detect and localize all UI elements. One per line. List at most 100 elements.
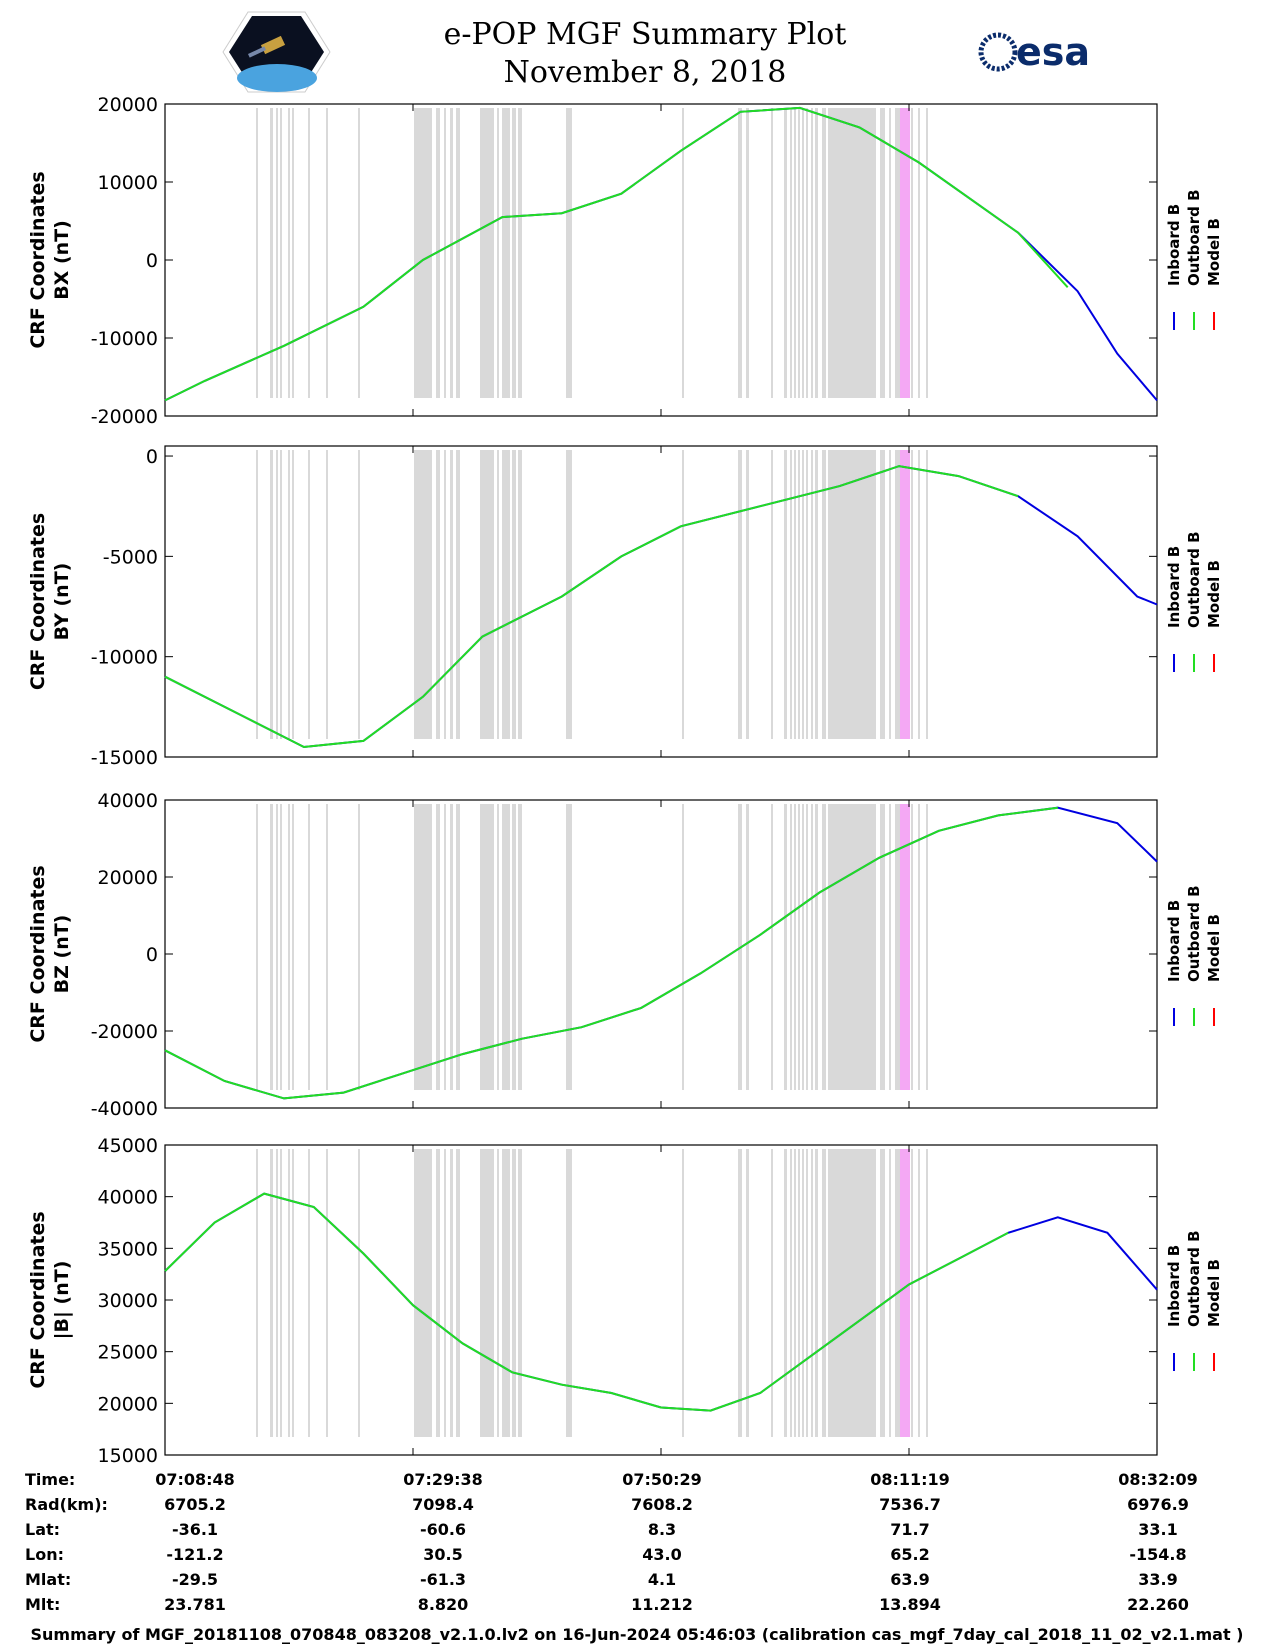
y-tick-label: 40000 bbox=[98, 790, 158, 812]
info-cell: -154.8 bbox=[1129, 1545, 1186, 1564]
data-gap-band bbox=[456, 1149, 460, 1437]
data-gap-band bbox=[682, 450, 684, 739]
data-gap-band bbox=[276, 1149, 278, 1437]
data-gap-band bbox=[502, 1149, 510, 1437]
info-cell: 8.820 bbox=[418, 1595, 469, 1614]
data-gap-band bbox=[784, 1149, 787, 1437]
data-gap-band bbox=[518, 450, 522, 739]
data-gap-band bbox=[450, 804, 453, 1090]
data-gap-band bbox=[918, 804, 920, 1090]
data-gap-band bbox=[828, 804, 876, 1090]
info-cell: 07:08:48 bbox=[155, 1470, 235, 1489]
data-gap-band bbox=[497, 1149, 499, 1437]
y-axis-label-line1: CRF Coordinates bbox=[27, 1211, 49, 1388]
data-gap-band bbox=[308, 450, 310, 739]
data-gap-band bbox=[911, 108, 913, 398]
info-cell: 23.781 bbox=[164, 1595, 226, 1614]
data-gap-band bbox=[308, 1149, 310, 1437]
data-gap-band bbox=[815, 450, 818, 739]
highlight-band bbox=[900, 450, 910, 739]
y-tick-label: 40000 bbox=[98, 1187, 158, 1209]
data-gap-band bbox=[512, 804, 516, 1090]
legend: Inboard B Outboard B Model B bbox=[1165, 1230, 1223, 1371]
mission-logo bbox=[222, 11, 331, 93]
data-gap-band bbox=[566, 108, 572, 398]
data-gap-band bbox=[308, 804, 310, 1090]
data-gap-band bbox=[456, 804, 460, 1090]
y-axis-label-line1: CRF Coordinates bbox=[27, 171, 49, 348]
data-gap-band bbox=[270, 1149, 273, 1437]
info-cell: 13.894 bbox=[879, 1595, 941, 1614]
data-gap-band bbox=[502, 450, 510, 739]
data-gap-band bbox=[456, 450, 460, 739]
info-cell: 7098.4 bbox=[412, 1495, 474, 1514]
legend-label: Outboard B bbox=[1185, 885, 1203, 982]
satellite-icon bbox=[260, 35, 286, 55]
data-gap-band bbox=[822, 804, 826, 1090]
data-gap-band bbox=[802, 1149, 804, 1437]
data-gap-band bbox=[811, 108, 813, 398]
y-tick-label: 20000 bbox=[98, 867, 158, 889]
y-tick-label: -10000 bbox=[91, 328, 158, 350]
y-axis-label-line2: BX (nT) bbox=[51, 220, 73, 300]
data-gap-band bbox=[444, 1149, 446, 1437]
y-tick-label: -20000 bbox=[91, 406, 158, 428]
info-cell: 07:29:38 bbox=[403, 1470, 483, 1489]
data-gap-band bbox=[746, 108, 749, 398]
data-gap-band bbox=[784, 804, 787, 1090]
data-gap-band bbox=[512, 1149, 516, 1437]
data-gap-band bbox=[815, 804, 818, 1090]
data-gap-band bbox=[444, 108, 446, 398]
info-cell: 71.7 bbox=[890, 1520, 929, 1539]
data-gap-band bbox=[502, 804, 510, 1090]
data-gap-band bbox=[436, 1149, 440, 1437]
data-gap-band bbox=[918, 1149, 920, 1437]
plot-title: e-POP MGF Summary Plot bbox=[444, 17, 847, 52]
data-gap-band bbox=[414, 450, 432, 739]
data-gap-band bbox=[497, 108, 499, 398]
data-gap-band bbox=[497, 450, 499, 739]
info-cell: -29.5 bbox=[172, 1570, 218, 1589]
esa-logo-text: esa bbox=[1016, 30, 1090, 74]
data-gap-band bbox=[806, 804, 808, 1090]
data-gap-band bbox=[682, 804, 684, 1090]
info-cell: 11.212 bbox=[631, 1595, 693, 1614]
data-gap-band bbox=[518, 1149, 522, 1437]
series-inboard-b bbox=[164, 465, 1158, 749]
data-gap-band bbox=[918, 108, 920, 398]
data-gap-band bbox=[790, 450, 792, 739]
info-row-label: Rad(km): bbox=[25, 1495, 108, 1514]
legend-label: Inboard B bbox=[1165, 204, 1183, 286]
y-tick-label: 20000 bbox=[98, 94, 158, 116]
data-gap-band bbox=[270, 450, 273, 739]
data-gap-band bbox=[566, 1149, 572, 1437]
data-gap-band bbox=[436, 450, 440, 739]
data-gap-band bbox=[880, 804, 885, 1090]
data-gap-band bbox=[276, 108, 278, 398]
data-gap-band bbox=[771, 450, 773, 739]
data-gap-band bbox=[771, 108, 773, 398]
data-gap-band bbox=[771, 1149, 773, 1437]
plot-date: November 8, 2018 bbox=[504, 55, 787, 90]
data-gap-band bbox=[270, 108, 273, 398]
data-gap-band bbox=[806, 108, 808, 398]
data-gap-band bbox=[436, 108, 440, 398]
legend: Inboard B Outboard B Model B bbox=[1165, 531, 1223, 672]
info-cell: 08:32:09 bbox=[1118, 1470, 1198, 1489]
series-outboard-b bbox=[164, 1192, 1009, 1412]
panel-bmag: 45000 40000 35000 30000 25000 20000 15000 CRF C… bbox=[27, 1135, 1223, 1467]
legend-label: Model B bbox=[1205, 914, 1223, 982]
info-cell: -121.2 bbox=[166, 1545, 223, 1564]
info-cell: 33.1 bbox=[1138, 1520, 1177, 1539]
data-gap-band bbox=[822, 108, 826, 398]
data-gap-band bbox=[798, 1149, 800, 1437]
data-gap-band bbox=[280, 804, 282, 1090]
data-gap-band bbox=[828, 108, 876, 398]
data-gap-band bbox=[502, 108, 510, 398]
data-gap-band bbox=[456, 108, 460, 398]
data-gap-band bbox=[926, 450, 928, 739]
data-gap-band bbox=[292, 804, 294, 1090]
data-gap-band bbox=[280, 1149, 282, 1437]
data-gap-band bbox=[414, 804, 432, 1090]
info-cell: 4.1 bbox=[648, 1570, 676, 1589]
